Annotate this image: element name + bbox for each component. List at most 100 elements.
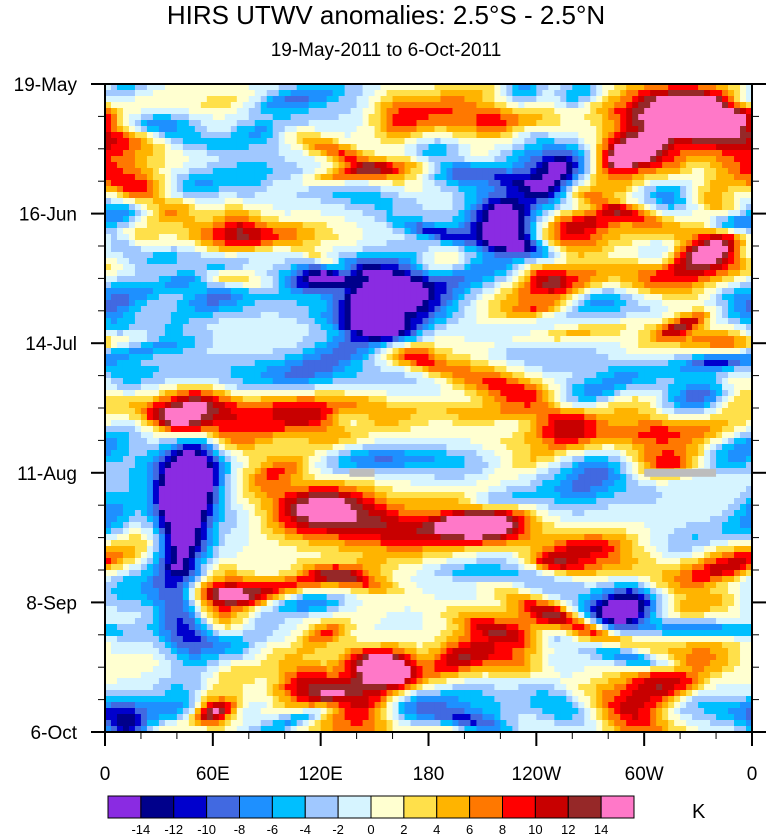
field-cell	[356, 108, 364, 115]
field-cell	[560, 108, 567, 115]
field-cell	[164, 150, 172, 157]
field-cell	[140, 258, 148, 265]
field-cell	[374, 246, 382, 253]
field-cell	[116, 336, 124, 343]
field-cell	[482, 96, 490, 103]
field-cell	[686, 228, 693, 235]
field-cell	[158, 258, 166, 265]
field-cell	[182, 132, 190, 139]
field-cell	[105, 300, 112, 307]
field-cell	[170, 150, 178, 157]
field-cell	[644, 126, 651, 133]
field-cell	[170, 204, 178, 211]
field-cell	[686, 276, 693, 283]
field-cell	[176, 114, 184, 121]
field-cell	[746, 168, 753, 175]
field-cell	[128, 192, 136, 199]
field-cell	[692, 192, 699, 199]
field-cell	[494, 246, 501, 253]
field-cell	[488, 210, 495, 217]
field-cell	[716, 324, 723, 331]
field-cell	[308, 282, 316, 289]
field-cell	[398, 264, 406, 271]
field-cell	[356, 90, 364, 97]
field-cell	[566, 234, 573, 241]
field-cell	[182, 204, 190, 211]
field-cell	[242, 324, 250, 331]
field-cell	[446, 186, 454, 193]
field-cell	[170, 282, 178, 289]
field-cell	[164, 192, 172, 199]
field-cell	[236, 324, 244, 331]
field-cell	[200, 240, 208, 247]
field-cell	[326, 108, 334, 115]
field-cell	[248, 318, 256, 325]
field-cell	[602, 198, 609, 205]
field-cell	[632, 144, 639, 151]
field-cell	[530, 204, 537, 211]
field-cell	[248, 108, 256, 115]
field-cell	[176, 204, 184, 211]
field-cell	[350, 234, 358, 241]
field-cell	[614, 156, 621, 163]
field-cell	[200, 114, 208, 121]
field-cell	[476, 138, 484, 145]
field-cell	[146, 204, 154, 211]
field-cell	[105, 282, 112, 289]
field-cell	[386, 102, 394, 109]
field-cell	[380, 204, 388, 211]
field-cell	[608, 192, 615, 199]
field-cell	[614, 336, 621, 343]
field-cell	[590, 288, 597, 295]
field-cell	[248, 228, 256, 235]
field-cell	[512, 144, 519, 151]
field-cell	[398, 138, 406, 145]
field-cell	[608, 288, 615, 295]
field-cell	[218, 258, 226, 265]
field-cell	[524, 252, 531, 259]
field-cell	[290, 186, 298, 193]
field-cell	[638, 180, 645, 187]
field-cell	[404, 294, 412, 301]
field-cell	[392, 342, 400, 349]
field-cell	[518, 96, 525, 103]
field-cell	[272, 156, 280, 163]
field-cell	[206, 90, 214, 97]
field-cell	[398, 240, 406, 247]
field-cell	[446, 240, 454, 247]
field-cell	[500, 108, 507, 115]
field-cell	[170, 258, 178, 265]
field-cell	[230, 276, 238, 283]
field-cell	[410, 216, 418, 223]
field-cell	[326, 120, 334, 127]
field-cell	[716, 222, 723, 229]
field-cell	[248, 156, 256, 163]
field-cell	[536, 306, 543, 313]
field-cell	[548, 192, 555, 199]
field-cell	[200, 252, 208, 259]
field-cell	[686, 240, 693, 247]
field-cell	[320, 336, 328, 343]
field-cell	[632, 342, 639, 349]
field-cell	[188, 162, 196, 169]
field-cell	[398, 96, 406, 103]
field-cell	[105, 336, 112, 343]
field-cell	[482, 348, 490, 355]
field-cell	[560, 114, 567, 121]
field-cell	[668, 228, 675, 235]
field-cell	[302, 96, 310, 103]
field-cell	[326, 324, 334, 331]
field-cell	[584, 150, 591, 157]
field-cell	[356, 282, 364, 289]
field-cell	[374, 156, 382, 163]
field-cell	[386, 282, 394, 289]
field-cell	[278, 270, 286, 277]
field-cell	[212, 162, 220, 169]
field-cell	[380, 240, 388, 247]
field-cell	[578, 102, 585, 109]
field-cell	[716, 312, 723, 319]
field-cell	[272, 306, 280, 313]
field-cell	[416, 84, 424, 91]
field-cell	[560, 162, 567, 169]
field-cell	[668, 324, 675, 331]
